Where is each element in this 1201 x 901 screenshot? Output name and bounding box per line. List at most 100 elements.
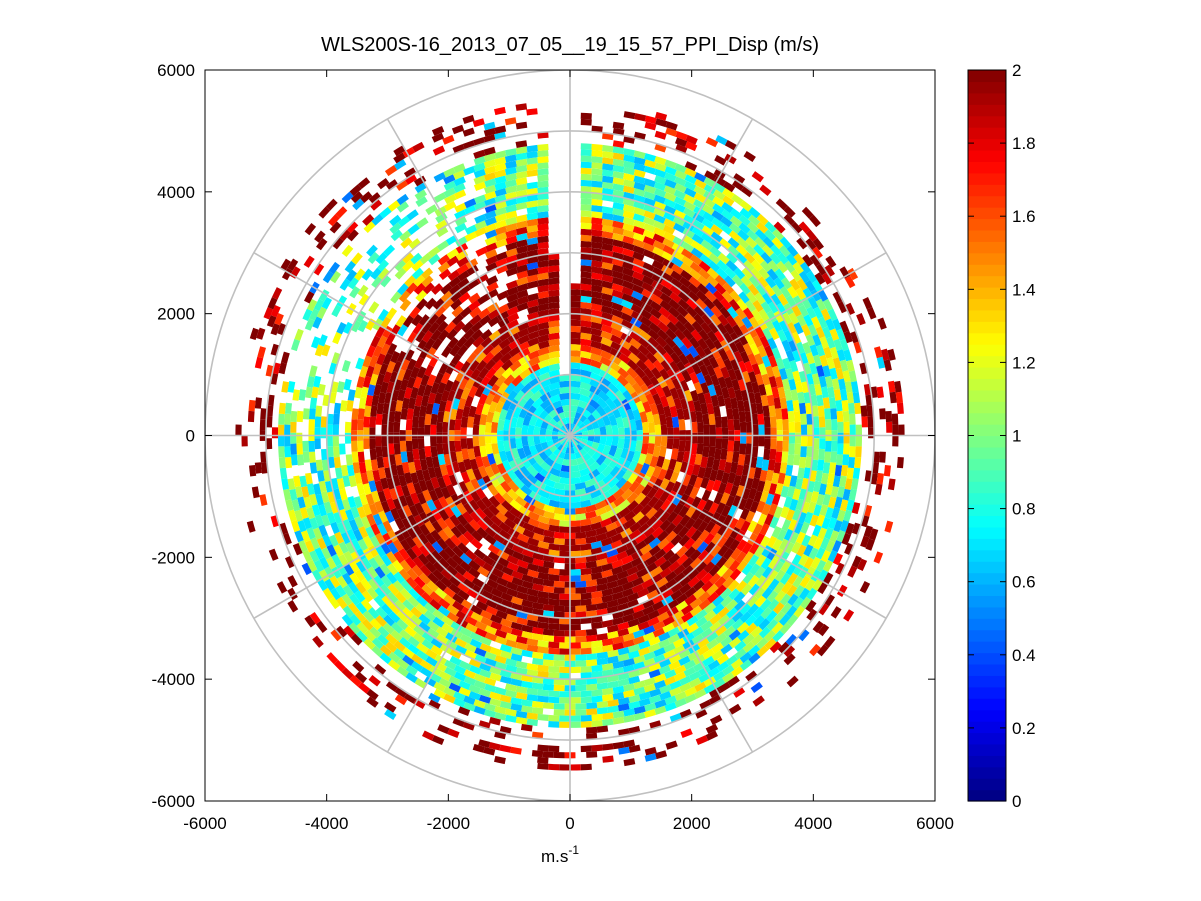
data-cell bbox=[861, 416, 868, 428]
data-cell bbox=[733, 474, 742, 487]
data-cell bbox=[496, 549, 510, 561]
data-cell bbox=[623, 510, 636, 522]
data-cell bbox=[546, 440, 555, 448]
data-cell bbox=[484, 216, 497, 226]
data-cell bbox=[316, 238, 328, 251]
data-cell bbox=[742, 343, 753, 356]
data-cell bbox=[276, 581, 288, 594]
data-cell bbox=[596, 462, 608, 474]
data-cell bbox=[419, 572, 431, 585]
data-cell bbox=[328, 596, 340, 610]
data-cell bbox=[385, 680, 399, 692]
data-cell bbox=[548, 672, 560, 679]
data-cell bbox=[585, 457, 596, 468]
data-cell bbox=[769, 448, 777, 460]
data-cell bbox=[406, 547, 418, 561]
data-cell bbox=[311, 386, 319, 399]
data-cell bbox=[347, 277, 359, 290]
data-cell bbox=[515, 716, 528, 725]
data-cell bbox=[715, 427, 723, 439]
data-cell bbox=[631, 583, 644, 594]
data-cell bbox=[608, 445, 618, 457]
data-cell bbox=[848, 457, 856, 469]
data-cell bbox=[815, 470, 823, 482]
data-cell bbox=[526, 268, 539, 277]
data-cell bbox=[611, 270, 624, 280]
data-cell bbox=[700, 627, 713, 639]
data-cell bbox=[752, 435, 759, 447]
data-cell bbox=[521, 649, 533, 658]
data-cell bbox=[509, 506, 522, 518]
data-cell bbox=[489, 666, 502, 676]
data-cell bbox=[632, 245, 645, 255]
data-cell bbox=[484, 651, 497, 661]
data-cell bbox=[810, 556, 821, 570]
data-cell bbox=[370, 459, 379, 471]
data-cell bbox=[685, 353, 697, 366]
colorbar-segment bbox=[968, 538, 1006, 551]
data-cell bbox=[259, 494, 268, 506]
data-cell bbox=[410, 472, 419, 485]
colorbar-segment bbox=[968, 138, 1006, 151]
data-cell bbox=[413, 482, 423, 495]
data-cell bbox=[739, 443, 747, 455]
data-cell bbox=[396, 610, 409, 623]
data-cell bbox=[510, 628, 523, 637]
data-cell bbox=[469, 664, 482, 675]
data-cell bbox=[608, 368, 621, 380]
data-cell bbox=[635, 440, 643, 452]
data-cell bbox=[463, 458, 472, 471]
data-cell bbox=[766, 394, 775, 407]
data-cell bbox=[618, 427, 625, 439]
data-cell bbox=[793, 322, 804, 335]
data-cell bbox=[717, 523, 728, 537]
data-cell bbox=[788, 443, 795, 455]
data-cell bbox=[796, 278, 808, 291]
data-cell bbox=[688, 677, 702, 688]
data-cell bbox=[626, 359, 639, 371]
data-cell bbox=[505, 185, 518, 194]
data-cell bbox=[663, 211, 676, 222]
data-cell bbox=[854, 456, 862, 469]
data-cell bbox=[652, 359, 665, 372]
data-cell bbox=[683, 666, 696, 677]
data-cell bbox=[580, 112, 592, 120]
data-cell bbox=[515, 239, 528, 248]
data-cell bbox=[612, 183, 625, 192]
data-cell bbox=[798, 402, 807, 415]
data-cell bbox=[472, 336, 485, 348]
data-cell bbox=[437, 529, 450, 542]
data-cell bbox=[499, 694, 512, 703]
data-cell bbox=[805, 229, 818, 242]
data-cell bbox=[378, 392, 387, 404]
data-cell bbox=[510, 653, 523, 662]
data-cell bbox=[661, 458, 671, 471]
data-cell bbox=[427, 627, 440, 639]
data-cell bbox=[630, 303, 643, 315]
data-cell bbox=[812, 334, 822, 347]
data-cell bbox=[570, 301, 581, 308]
data-cell bbox=[714, 448, 722, 461]
data-cell bbox=[476, 526, 489, 539]
data-cell bbox=[369, 373, 379, 386]
data-cell bbox=[495, 258, 508, 268]
data-cell bbox=[827, 472, 835, 485]
data-cell bbox=[613, 495, 626, 507]
data-cell bbox=[734, 368, 744, 381]
data-cell bbox=[887, 380, 896, 393]
data-cell bbox=[822, 365, 831, 378]
data-cell bbox=[632, 213, 646, 223]
data-cell bbox=[671, 493, 683, 506]
data-cell bbox=[447, 389, 457, 402]
data-cell bbox=[537, 590, 549, 599]
data-cell bbox=[785, 509, 795, 522]
data-cell bbox=[548, 357, 560, 366]
data-cell bbox=[570, 405, 578, 412]
x-axis-label-base: m.s bbox=[541, 847, 568, 866]
data-cell bbox=[601, 206, 614, 215]
data-cell bbox=[321, 448, 328, 461]
data-cell bbox=[570, 350, 581, 357]
data-cell bbox=[336, 381, 345, 393]
data-cell bbox=[574, 451, 583, 459]
y-tick-label: 2000 bbox=[157, 305, 195, 324]
